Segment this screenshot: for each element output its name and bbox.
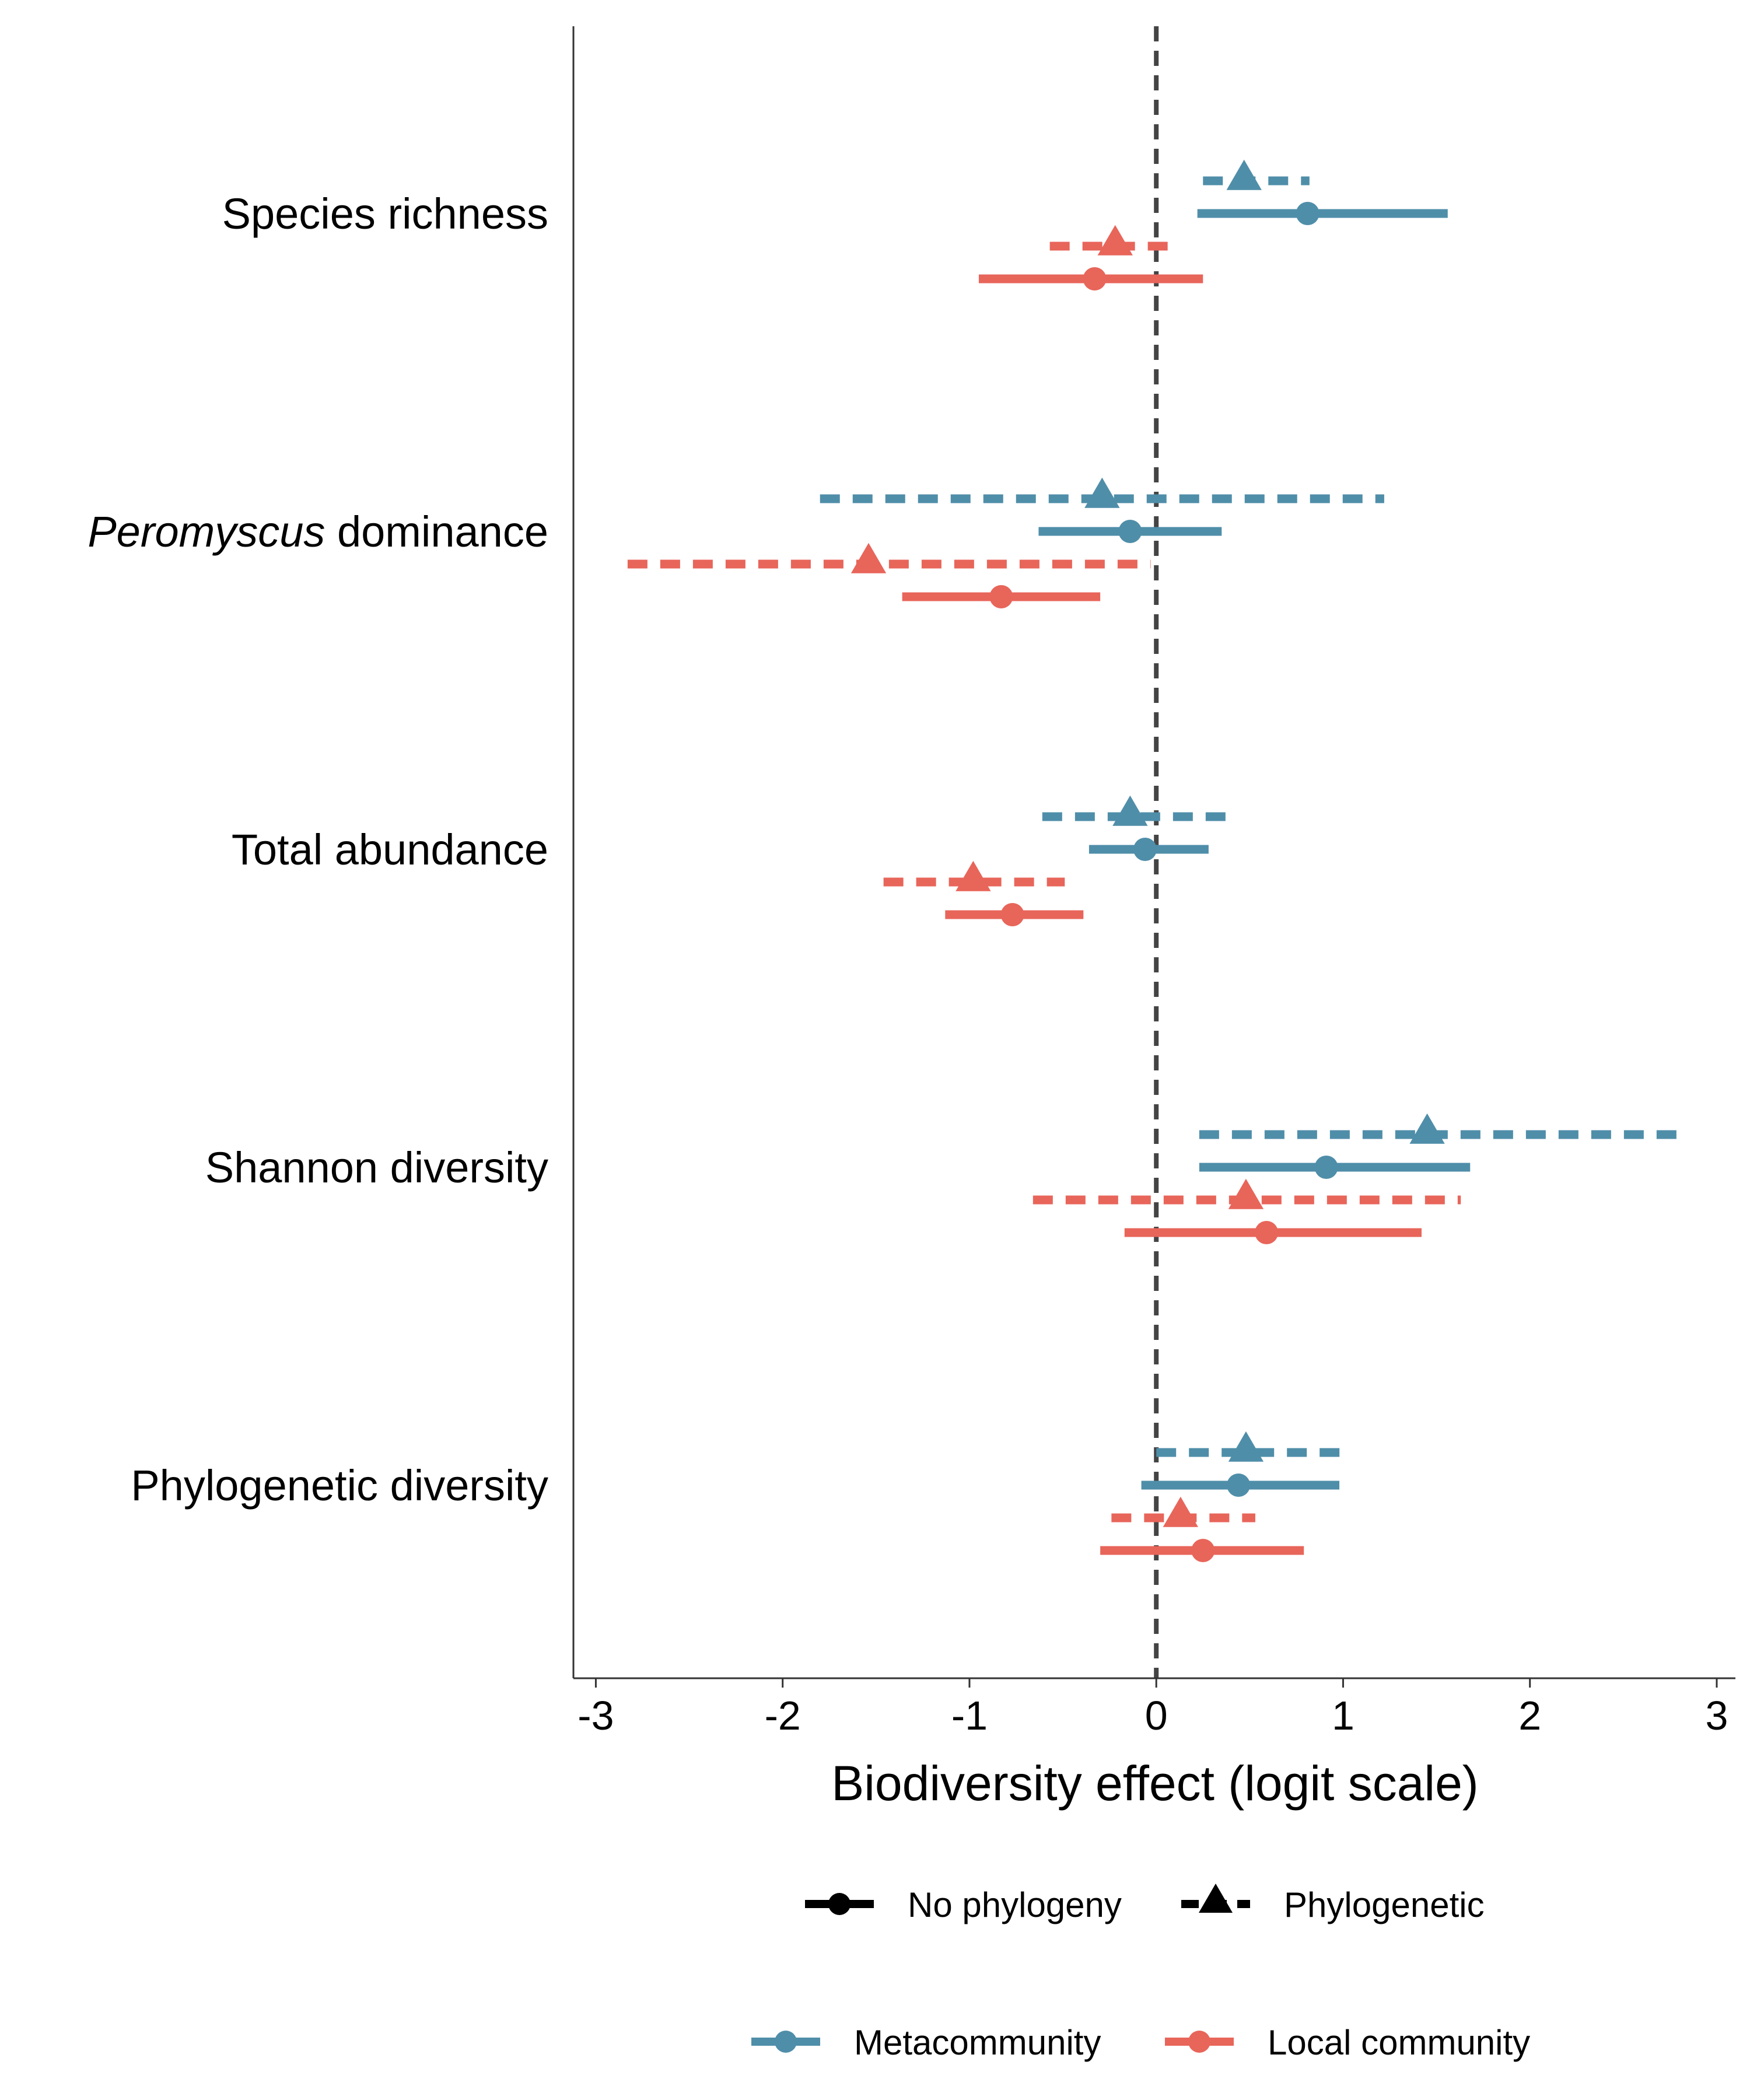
estimate-row-metacommunity-phylogenetic [1199, 1113, 1679, 1144]
point-estimate-circle [1083, 267, 1107, 290]
estimate-row-local-no_phylogeny [945, 903, 1084, 926]
estimate-row-local-phylogenetic [883, 860, 1065, 891]
legend-item-phylogenetic: Phylogenetic [1181, 1884, 1485, 1924]
point-estimate-triangle [1112, 795, 1148, 826]
estimate-row-local-phylogenetic [1111, 1496, 1255, 1527]
x-axis-title: Biodiversity effect (logit scale) [831, 1756, 1479, 1811]
marks-layer [627, 26, 1679, 1678]
point-estimate-triangle [1163, 1496, 1198, 1527]
estimate-row-local-no_phylogeny [902, 585, 1101, 608]
legend-label: Local community [1268, 2023, 1530, 2062]
y-category-label: Phylogenetic diversity [131, 1461, 548, 1510]
legend-circle-marker [775, 2031, 797, 2053]
x-tick-label: 2 [1518, 1693, 1541, 1738]
y-category-label: Total abundance [232, 825, 548, 874]
legend-item-metacommunity: Metacommunity [751, 2023, 1101, 2062]
point-estimate-circle [1227, 1474, 1251, 1497]
y-category-label: Species richness [222, 190, 548, 238]
estimate-row-metacommunity-no_phylogeny [1088, 838, 1209, 861]
legend: No phylogeny Phylogenetic Metacommunity Loc… [751, 1884, 1530, 2062]
x-tick-label: -1 [951, 1693, 988, 1738]
x-tick-label: 1 [1332, 1693, 1354, 1738]
x-tick-label: -2 [765, 1693, 801, 1738]
point-estimate-circle [1296, 202, 1320, 225]
point-estimate-circle [1133, 838, 1157, 861]
point-estimate-circle [1255, 1221, 1279, 1244]
point-estimate-triangle [1228, 1431, 1264, 1462]
legend-label: Metacommunity [854, 2023, 1101, 2062]
legend-triangle-marker [1199, 1884, 1233, 1913]
legend-item-local: Local community [1165, 2023, 1530, 2062]
estimate-row-metacommunity-phylogenetic [1156, 1431, 1343, 1462]
estimate-row-metacommunity-no_phylogeny [1141, 1474, 1340, 1497]
estimate-row-metacommunity-no_phylogeny [1199, 1156, 1471, 1179]
estimate-row-metacommunity-phylogenetic [1203, 159, 1310, 190]
legend-circle-marker [828, 1893, 850, 1915]
point-estimate-circle [1191, 1539, 1215, 1562]
point-estimate-triangle [956, 860, 991, 891]
estimate-row-metacommunity-phylogenetic [1042, 795, 1230, 826]
y-category-label: Peromyscus dominance [88, 508, 548, 556]
point-estimate-triangle [850, 542, 887, 573]
legend-circle-marker [1188, 2031, 1210, 2053]
point-estimate-circle [1118, 520, 1142, 543]
estimate-row-metacommunity-no_phylogeny [1038, 520, 1222, 543]
legend-item-no_phylogeny: No phylogeny [805, 1885, 1122, 1924]
x-tick-label: 0 [1145, 1693, 1168, 1738]
estimate-row-local-phylogenetic [627, 542, 1151, 573]
legend-label: No phylogeny [908, 1885, 1122, 1924]
estimate-row-metacommunity-no_phylogeny [1197, 202, 1448, 225]
x-tick-label: 3 [1706, 1693, 1728, 1738]
point-estimate-triangle [1228, 1178, 1264, 1209]
point-estimate-circle [1314, 1156, 1338, 1179]
x-ticks: -3 -2 -1 0 1 2 3 [578, 1678, 1728, 1738]
point-estimate-circle [989, 585, 1013, 608]
estimate-row-local-phylogenetic [1049, 225, 1179, 256]
point-estimate-triangle [1226, 159, 1262, 190]
y-category-labels: Species richness Peromyscus dominance Tota… [88, 190, 548, 1510]
estimate-row-local-no_phylogeny [1100, 1539, 1304, 1562]
estimate-row-metacommunity-phylogenetic [820, 477, 1384, 508]
point-estimate-circle [1000, 903, 1024, 926]
x-tick-label: -3 [578, 1693, 614, 1738]
estimate-row-local-phylogenetic [1032, 1178, 1461, 1209]
legend-label: Phylogenetic [1284, 1885, 1485, 1924]
estimate-row-local-no_phylogeny [1124, 1221, 1422, 1244]
point-estimate-triangle [1084, 477, 1120, 508]
point-estimate-triangle [1097, 225, 1133, 256]
point-estimate-triangle [1409, 1113, 1445, 1144]
estimate-row-local-no_phylogeny [978, 267, 1203, 290]
y-category-label: Shannon diversity [205, 1143, 548, 1192]
